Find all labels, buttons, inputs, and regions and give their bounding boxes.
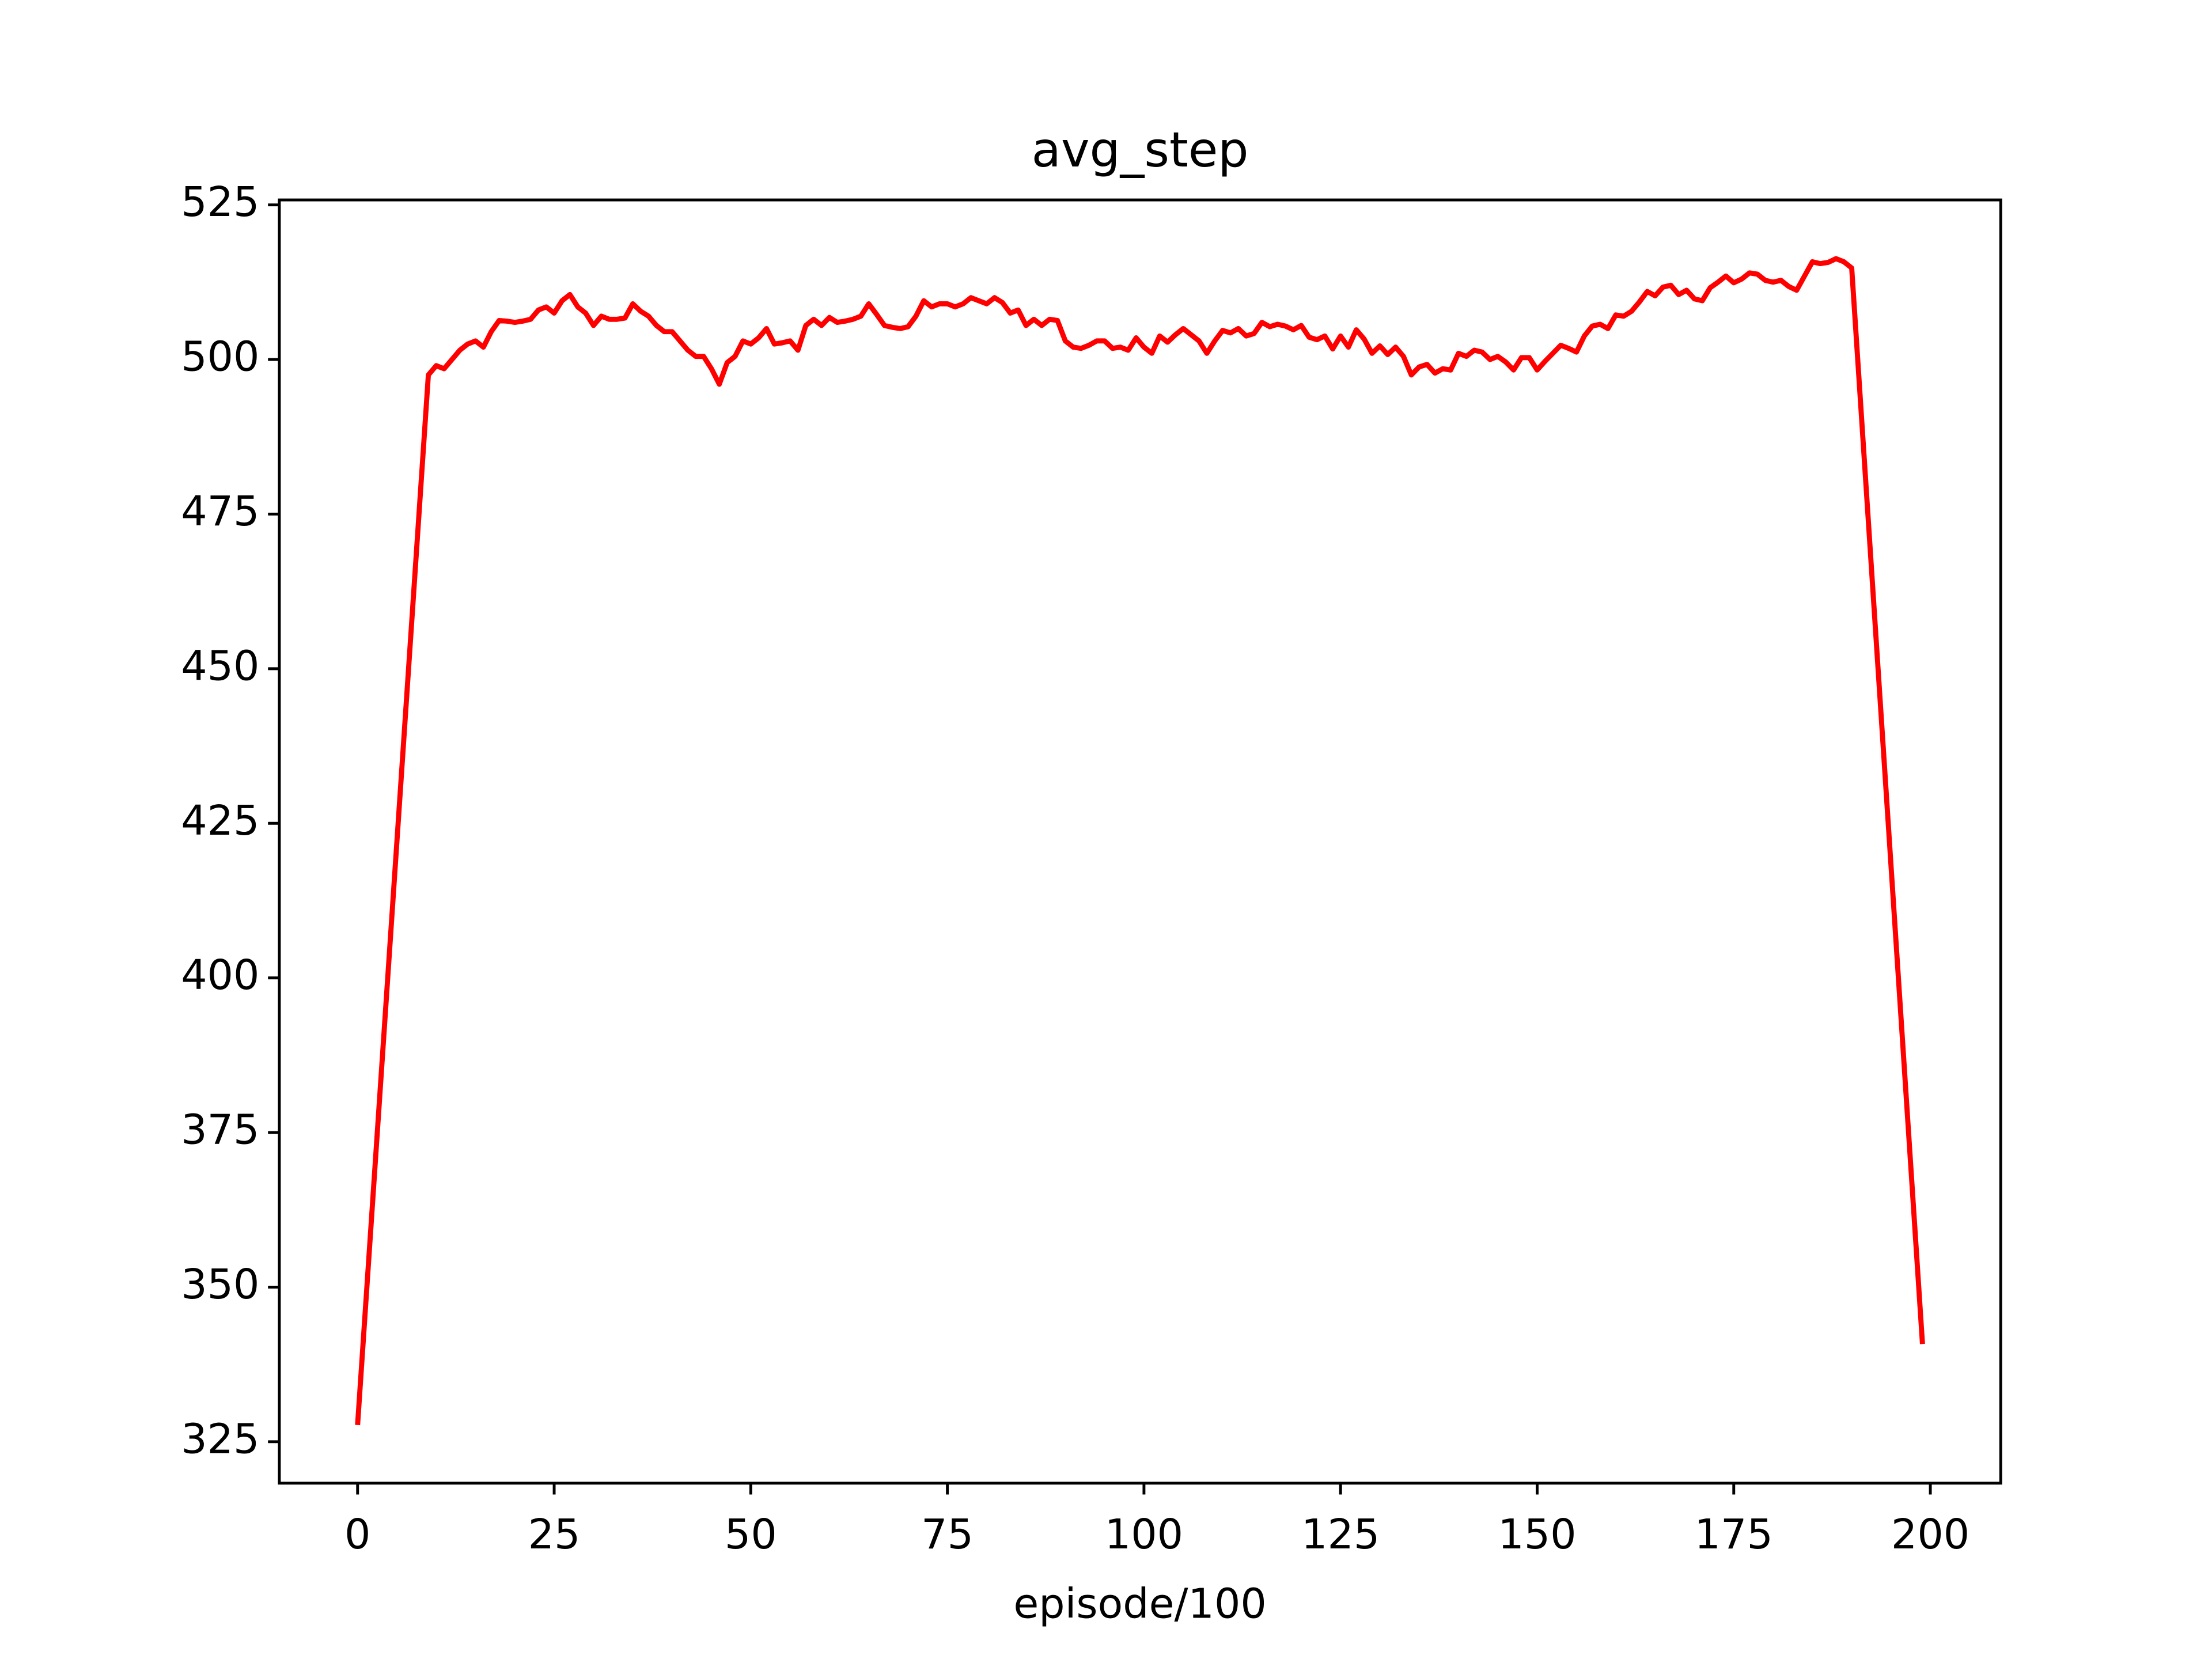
chart-title: avg_step <box>1032 122 1249 178</box>
y-tick-label: 450 <box>181 642 259 690</box>
y-tick-label: 525 <box>181 178 259 226</box>
data-line <box>355 256 1925 1426</box>
x-tick-label: 0 <box>344 1510 370 1558</box>
y-tick-label: 500 <box>181 333 259 381</box>
x-tick-label: 175 <box>1695 1510 1773 1558</box>
x-tick-label: 125 <box>1301 1510 1380 1558</box>
y-tick-label: 400 <box>181 951 259 999</box>
x-tick-label: 25 <box>528 1510 581 1558</box>
x-tick-label: 150 <box>1498 1510 1576 1558</box>
x-tick-label: 75 <box>921 1510 974 1558</box>
plot-frame <box>278 198 2002 1485</box>
x-tick-label: 50 <box>725 1510 777 1558</box>
y-tick-label: 425 <box>181 797 259 844</box>
y-tick-label: 475 <box>181 487 259 535</box>
y-tick-label: 325 <box>181 1415 259 1463</box>
x-tick-label: 100 <box>1105 1510 1183 1558</box>
x-axis-label: episode/100 <box>1013 1580 1266 1627</box>
y-tick-label: 350 <box>181 1260 259 1308</box>
y-tick-label: 375 <box>181 1106 259 1154</box>
x-tick-label: 200 <box>1891 1510 1969 1558</box>
